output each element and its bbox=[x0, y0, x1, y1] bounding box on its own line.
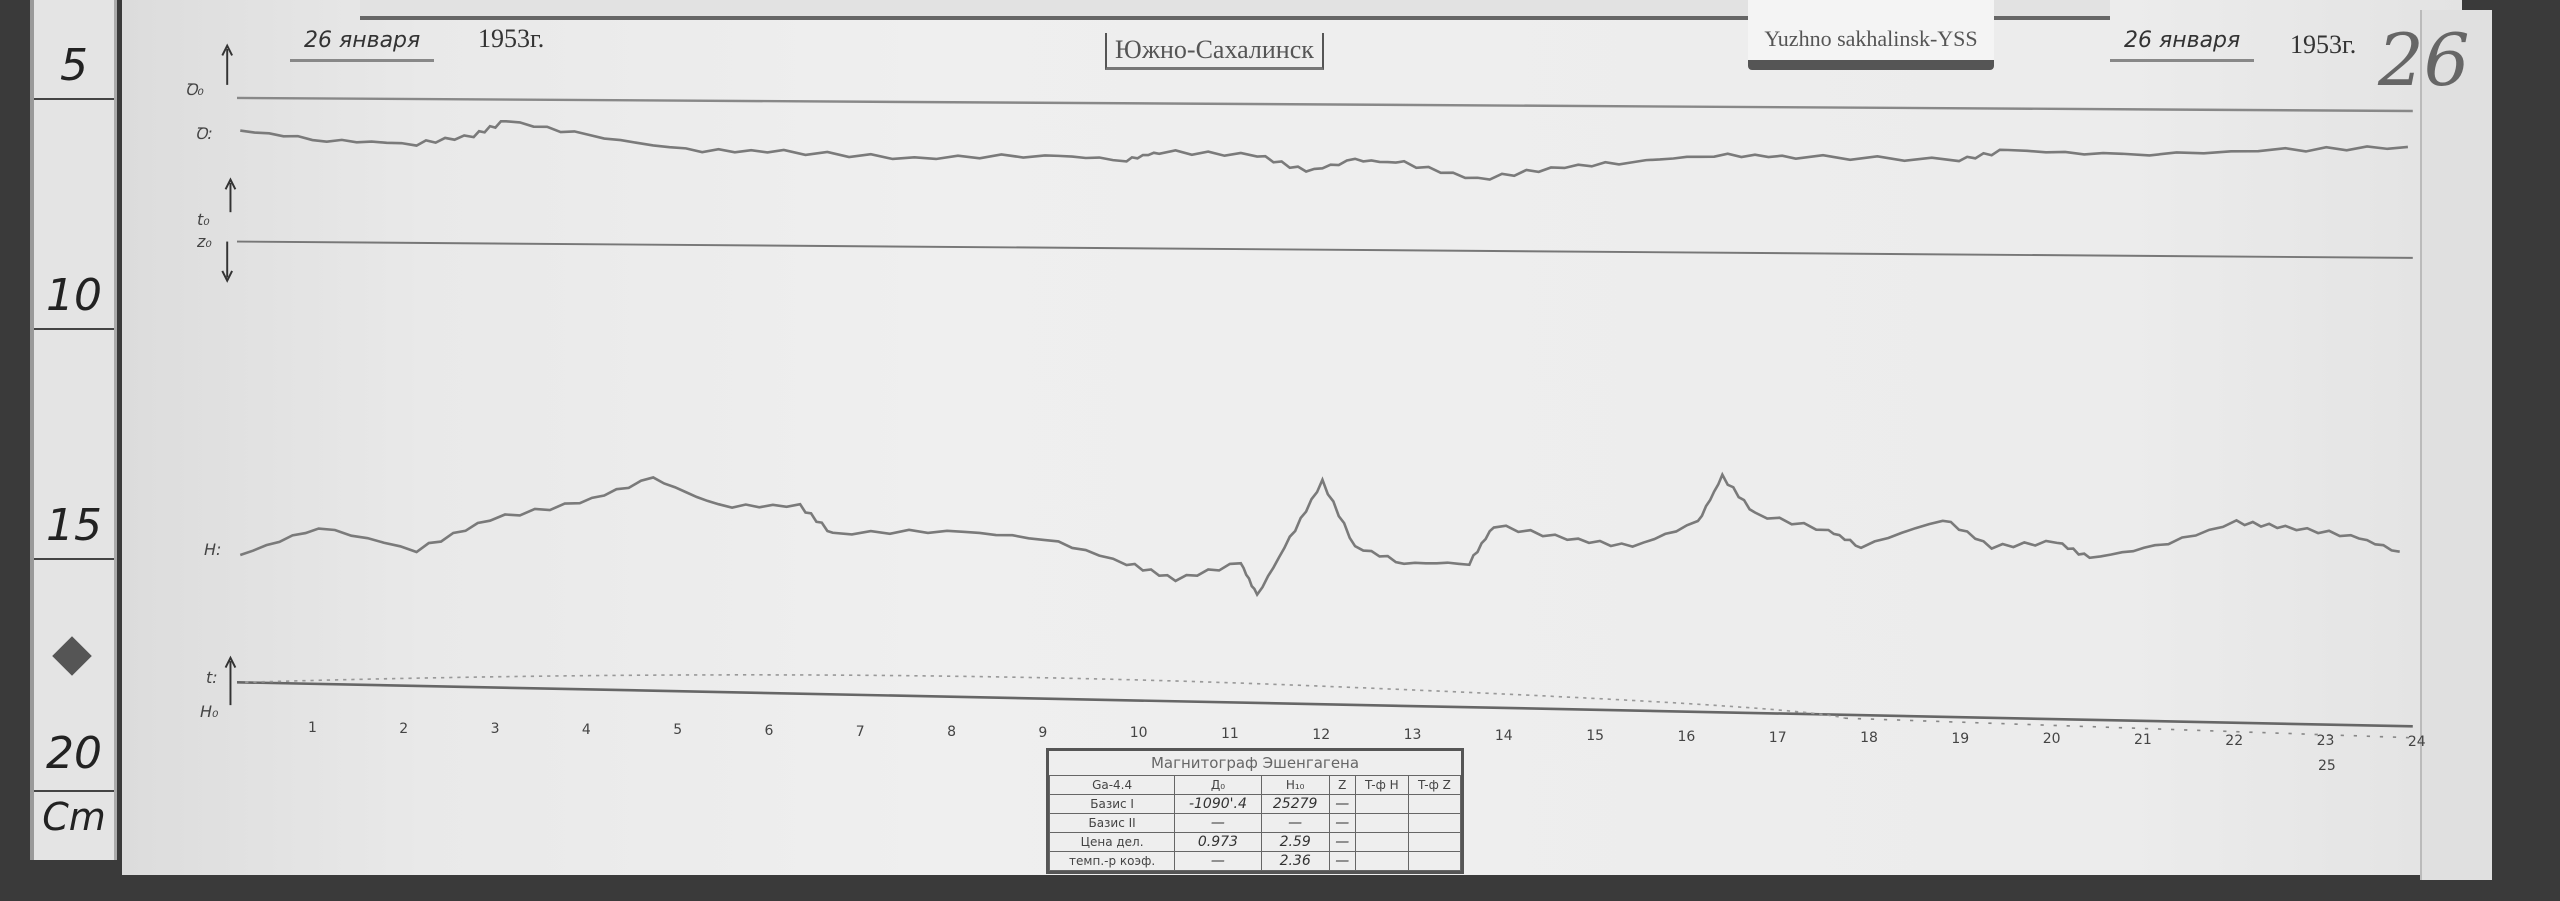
hour-mark: 1 bbox=[308, 720, 317, 736]
date-right: 26 января bbox=[2110, 28, 2255, 62]
ruler-line bbox=[34, 98, 114, 100]
table-cell: — bbox=[1328, 794, 1356, 814]
hour-mark: 16 bbox=[1677, 729, 1696, 745]
year-left: 1953г. bbox=[478, 24, 545, 53]
table-cell: -1090'.4 bbox=[1174, 794, 1262, 814]
trace-label-h0: H₀ bbox=[200, 702, 219, 721]
year-right: 1953г. bbox=[2290, 30, 2357, 59]
table-cell bbox=[1354, 813, 1409, 833]
hour-mark: 11 bbox=[1221, 726, 1239, 742]
table-cell: Базис II bbox=[1048, 813, 1176, 833]
hour-mark: 3 bbox=[490, 721, 500, 738]
ruler-line bbox=[34, 328, 114, 330]
ruler-line bbox=[34, 790, 114, 792]
hour-mark: 20 bbox=[2042, 731, 2061, 748]
table-cell: Цена дел. bbox=[1048, 832, 1176, 852]
table-cell bbox=[1407, 832, 1462, 852]
calibration-table: Магнитограф Эшенгагена Ga-4.4 Д₀ H₁₀ Z T… bbox=[1046, 748, 1464, 874]
hour-mark: 5 bbox=[673, 722, 683, 739]
t-trace bbox=[245, 674, 1845, 719]
table-cell bbox=[1407, 813, 1462, 833]
table-cell: Базис I bbox=[1048, 794, 1176, 814]
sheet-edge bbox=[2420, 10, 2492, 880]
hour-mark: 21 bbox=[2134, 732, 2152, 748]
header-cell: H₁₀ bbox=[1260, 775, 1330, 795]
table-cell bbox=[1354, 851, 1409, 871]
ruler-mark: 20 bbox=[46, 728, 102, 779]
trace-label-z0: z₀ bbox=[197, 232, 212, 251]
table-row: Базис II — — — bbox=[1048, 813, 1462, 833]
table-row: темп.-р коэф. —2.36— bbox=[1048, 851, 1462, 871]
table-cell bbox=[1354, 832, 1409, 852]
table-cell: 2.59 bbox=[1260, 832, 1330, 852]
hour-mark: 22 bbox=[2225, 732, 2244, 749]
hour-mark: 9 bbox=[1038, 724, 1048, 741]
scale-arrows bbox=[221, 43, 237, 706]
ruler-mark: 15 bbox=[46, 500, 102, 551]
trace-label-h: H: bbox=[204, 540, 222, 559]
hour-mark: 23 bbox=[2316, 733, 2335, 750]
magnetogram-sheet bbox=[122, 0, 2462, 875]
hour-mark: 13 bbox=[1403, 727, 1422, 744]
hour-mark: 18 bbox=[1860, 730, 1878, 747]
centimeter-ruler: 5 10 15 20 Cm bbox=[30, 0, 117, 860]
header-cell: T-ф Z bbox=[1407, 775, 1462, 795]
hour-mark: 8 bbox=[947, 724, 957, 741]
table-cell: темп.-р коэф. bbox=[1048, 851, 1176, 871]
table-cell bbox=[1407, 851, 1462, 871]
table-cell: 0.973 bbox=[1174, 832, 1262, 852]
h-trace bbox=[239, 471, 2400, 598]
trace-label-d: Ꝺ: bbox=[195, 124, 213, 143]
ruler-mark: 5 bbox=[60, 40, 88, 91]
date-left: 26 января bbox=[290, 28, 435, 62]
table-grid: Ga-4.4 Д₀ H₁₀ Z T-ф H T-ф Z Базис I -1090… bbox=[1048, 775, 1462, 871]
table-row: Базис I -1090'.4 25279— bbox=[1048, 794, 1462, 814]
hour-mark: 6 bbox=[764, 723, 774, 739]
table-row: Цена дел. 0.973 2.59— bbox=[1048, 832, 1462, 852]
hour-mark: 14 bbox=[1494, 727, 1513, 744]
ruler-unit: Cm bbox=[42, 795, 106, 839]
z-baseline bbox=[236, 240, 2413, 259]
table-cell: — bbox=[1328, 851, 1356, 871]
trace-label-t0: t₀ bbox=[197, 210, 210, 229]
header-cell: Д₀ bbox=[1174, 775, 1262, 795]
day-number: 26 bbox=[2378, 18, 2470, 102]
header-cell: Z bbox=[1328, 775, 1356, 795]
hour-mark: 12 bbox=[1312, 726, 1331, 743]
table-cell: — bbox=[1260, 813, 1330, 833]
header-cell: Ga-4.4 bbox=[1048, 775, 1176, 795]
header-cell: T-ф H bbox=[1354, 775, 1409, 795]
trace-label-t: t: bbox=[206, 668, 218, 687]
table-header-row: Ga-4.4 Д₀ H₁₀ Z T-ф H T-ф Z bbox=[1048, 775, 1462, 795]
table-cell: — bbox=[1328, 832, 1356, 852]
hour-mark-extra: 25 bbox=[2318, 758, 2336, 774]
table-title: Магнитограф Эшенгагена bbox=[1150, 754, 1360, 772]
station-stamp: Южно-Сахалинск bbox=[1105, 33, 1324, 70]
ruler-line bbox=[34, 558, 114, 560]
d-baseline bbox=[236, 96, 2413, 113]
top-strip bbox=[360, 0, 2110, 20]
hour-mark: 24 bbox=[2407, 733, 2426, 750]
table-cell: — bbox=[1174, 813, 1262, 833]
table-cell: 25279 bbox=[1260, 794, 1330, 814]
table-cell bbox=[1407, 794, 1462, 814]
table-cell: — bbox=[1174, 851, 1262, 871]
hour-mark: 19 bbox=[1951, 730, 1970, 747]
hour-mark: 10 bbox=[1129, 725, 1148, 742]
table-cell: 2.36 bbox=[1260, 851, 1330, 871]
d-trace bbox=[240, 119, 2409, 181]
ruler-mark: 10 bbox=[46, 270, 102, 321]
table-cell: — bbox=[1328, 813, 1356, 833]
hour-mark: 7 bbox=[855, 723, 865, 740]
h0-baseline bbox=[236, 680, 2413, 728]
station-label: Yuzhno sakhalinsk-YSS bbox=[1748, 0, 1994, 70]
table-cell bbox=[1354, 794, 1409, 814]
hour-mark: 17 bbox=[1768, 729, 1787, 746]
hour-mark: 15 bbox=[1586, 728, 1605, 745]
hour-mark: 2 bbox=[399, 720, 409, 737]
hour-mark: 4 bbox=[581, 721, 591, 738]
trace-label-d0: Ꝺ₀ bbox=[185, 80, 204, 99]
